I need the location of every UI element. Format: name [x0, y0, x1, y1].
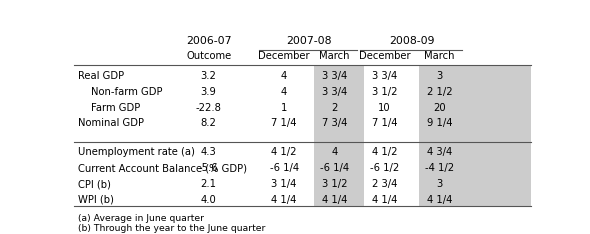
- Text: -4 1/2: -4 1/2: [425, 163, 454, 173]
- Text: -22.8: -22.8: [196, 102, 222, 113]
- Text: (b) Through the year to the June quarter: (b) Through the year to the June quarter: [78, 224, 266, 234]
- Text: 2: 2: [331, 102, 337, 113]
- Text: March: March: [319, 51, 350, 61]
- Text: 3.9: 3.9: [201, 87, 217, 97]
- Text: Nominal GDP: Nominal GDP: [78, 118, 145, 128]
- Text: 3: 3: [437, 71, 442, 81]
- Text: 4.0: 4.0: [201, 195, 217, 205]
- Text: 9 1/4: 9 1/4: [427, 118, 453, 128]
- Text: March: March: [424, 51, 455, 61]
- Text: 2 1/2: 2 1/2: [427, 87, 453, 97]
- Text: 4 1/4: 4 1/4: [427, 195, 453, 205]
- Text: 3: 3: [437, 179, 442, 189]
- Text: CPI (b): CPI (b): [78, 179, 111, 189]
- Text: Unemployment rate (a): Unemployment rate (a): [78, 147, 195, 157]
- Text: 2007-08: 2007-08: [287, 36, 332, 46]
- Text: 4: 4: [281, 87, 287, 97]
- Text: 10: 10: [378, 102, 391, 113]
- Text: -6 1/4: -6 1/4: [320, 163, 349, 173]
- Text: 3 1/2: 3 1/2: [372, 87, 398, 97]
- Text: 4 1/2: 4 1/2: [372, 147, 398, 157]
- Text: 4: 4: [331, 147, 337, 157]
- Text: (a) Average in June quarter: (a) Average in June quarter: [78, 214, 204, 223]
- Text: -6 1/2: -6 1/2: [370, 163, 399, 173]
- Text: -5.6: -5.6: [199, 163, 218, 173]
- Text: 4 3/4: 4 3/4: [427, 147, 452, 157]
- Text: December: December: [359, 51, 411, 61]
- Text: Real GDP: Real GDP: [78, 71, 124, 81]
- Text: 8.2: 8.2: [201, 118, 217, 128]
- Text: 7 1/4: 7 1/4: [372, 118, 398, 128]
- Text: 4 1/2: 4 1/2: [271, 147, 297, 157]
- Text: December: December: [258, 51, 310, 61]
- Text: 3.2: 3.2: [201, 71, 217, 81]
- Text: Farm GDP: Farm GDP: [91, 102, 140, 113]
- Text: 2006-07: 2006-07: [186, 36, 231, 46]
- Text: 4 1/4: 4 1/4: [372, 195, 398, 205]
- Text: 20: 20: [433, 102, 446, 113]
- Text: 3 3/4: 3 3/4: [372, 71, 397, 81]
- Text: 1: 1: [281, 102, 287, 113]
- Text: 4: 4: [281, 71, 287, 81]
- Text: 3 1/4: 3 1/4: [271, 179, 297, 189]
- Text: 7 3/4: 7 3/4: [322, 118, 347, 128]
- Text: -6 1/4: -6 1/4: [270, 163, 299, 173]
- Text: Non-farm GDP: Non-farm GDP: [91, 87, 163, 97]
- Text: Current Account Balance (% GDP): Current Account Balance (% GDP): [78, 163, 247, 173]
- Text: 3 1/2: 3 1/2: [322, 179, 347, 189]
- Text: WPI (b): WPI (b): [78, 195, 114, 205]
- Text: 4.3: 4.3: [201, 147, 217, 157]
- Text: 2008-09: 2008-09: [389, 36, 435, 46]
- Text: 4 1/4: 4 1/4: [271, 195, 297, 205]
- Text: 3 3/4: 3 3/4: [322, 87, 347, 97]
- Text: 4 1/4: 4 1/4: [322, 195, 347, 205]
- Text: 2.1: 2.1: [201, 179, 217, 189]
- Text: 7 1/4: 7 1/4: [271, 118, 297, 128]
- Text: Outcome: Outcome: [186, 51, 231, 61]
- Text: 2 3/4: 2 3/4: [372, 179, 398, 189]
- Text: 3 3/4: 3 3/4: [322, 71, 347, 81]
